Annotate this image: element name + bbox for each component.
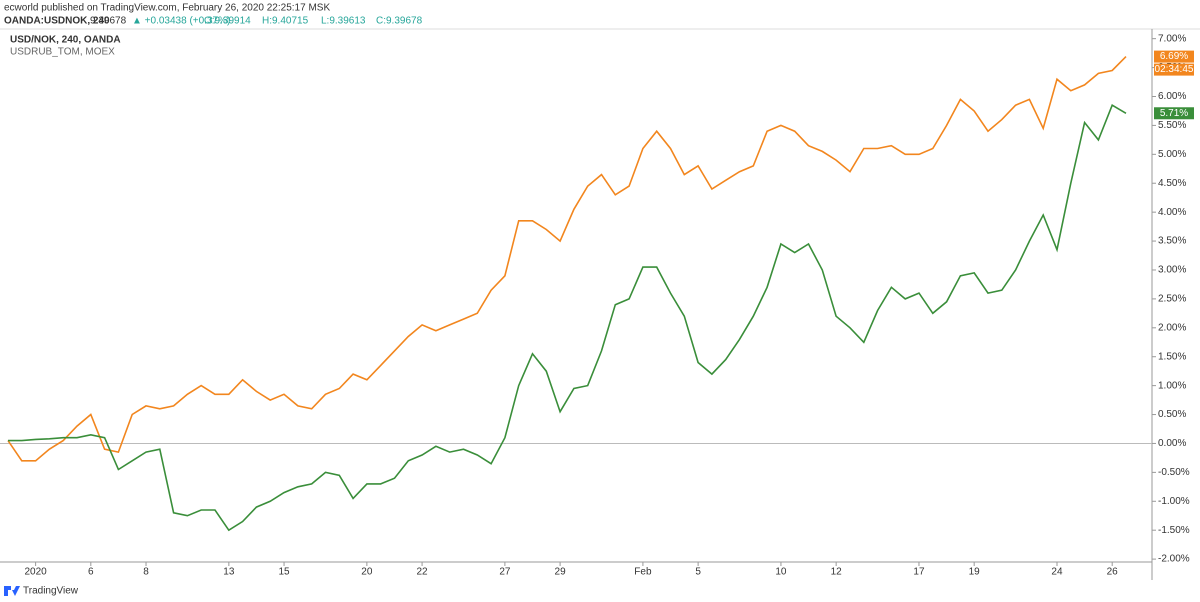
y-tick-label: 3.00% [1158, 265, 1186, 276]
y-tick-label: -1.00% [1158, 496, 1190, 507]
x-tick-label: 15 [278, 567, 290, 578]
price: 9.39678 [90, 16, 127, 27]
y-tick-label: 6.00% [1158, 91, 1186, 102]
y-tick-label: 0.50% [1158, 409, 1186, 420]
x-tick-label: 22 [417, 567, 429, 578]
x-tick-label: Feb [634, 567, 652, 578]
y-tick-label: 7.00% [1158, 33, 1186, 44]
logo [4, 586, 20, 596]
x-tick-label: 29 [555, 567, 567, 578]
publisher: ecworld published on TradingView.com, Fe… [4, 3, 330, 14]
legend-entry: USDRUB_TOM, MOEX [10, 47, 115, 58]
legend-entry: USD/NOK, 240, OANDA [10, 35, 121, 46]
price-label: 6.69% [1160, 51, 1188, 62]
change: ▲ +0.03438 (+0.37%) [132, 16, 230, 27]
y-tick-label: 4.50% [1158, 178, 1186, 189]
y-tick-label: 2.50% [1158, 294, 1186, 305]
low: L:9.39613 [321, 16, 366, 27]
x-tick-label: 17 [913, 567, 925, 578]
x-tick-label: 19 [969, 567, 981, 578]
x-tick-label: 2020 [24, 567, 47, 578]
price-label: 5.71% [1160, 108, 1188, 119]
x-tick-label: 20 [361, 567, 373, 578]
logo-icon [4, 586, 20, 596]
close: C:9.39678 [376, 16, 423, 27]
y-tick-label: 2.00% [1158, 322, 1186, 333]
symbol: OANDA:USDNOK, 240 [4, 16, 110, 27]
price-label-box [1154, 107, 1194, 120]
brand: TradingView [23, 586, 79, 597]
open: O:9.39914 [204, 16, 251, 27]
x-tick-label: 8 [143, 567, 149, 578]
countdown: 02:34:45 [1155, 64, 1194, 75]
y-tick-label: 4.00% [1158, 207, 1186, 218]
line-series [7, 56, 1127, 462]
x-tick-label: 26 [1107, 567, 1119, 578]
y-tick-label: -0.50% [1158, 467, 1190, 478]
y-tick-label: 1.50% [1158, 351, 1186, 362]
x-tick-label: 6 [88, 567, 94, 578]
y-tick-label: -1.50% [1158, 525, 1190, 536]
y-tick-label: 1.00% [1158, 380, 1186, 391]
price-label-box [1154, 50, 1194, 63]
y-tick-label: 5.50% [1158, 120, 1186, 131]
y-tick-label: 0.00% [1158, 438, 1186, 449]
x-tick-label: 24 [1051, 567, 1063, 578]
high: H:9.40715 [262, 16, 309, 27]
y-tick-label: 5.00% [1158, 149, 1186, 160]
x-tick-label: 13 [223, 567, 235, 578]
x-tick-label: 27 [499, 567, 511, 578]
y-tick-label: -2.00% [1158, 554, 1190, 565]
countdown-box [1154, 63, 1194, 76]
x-tick-label: 10 [775, 567, 787, 578]
x-tick-label: 5 [695, 567, 701, 578]
y-tick-label: 3.50% [1158, 236, 1186, 247]
line-series [8, 104, 1127, 532]
x-tick-label: 12 [831, 567, 843, 578]
